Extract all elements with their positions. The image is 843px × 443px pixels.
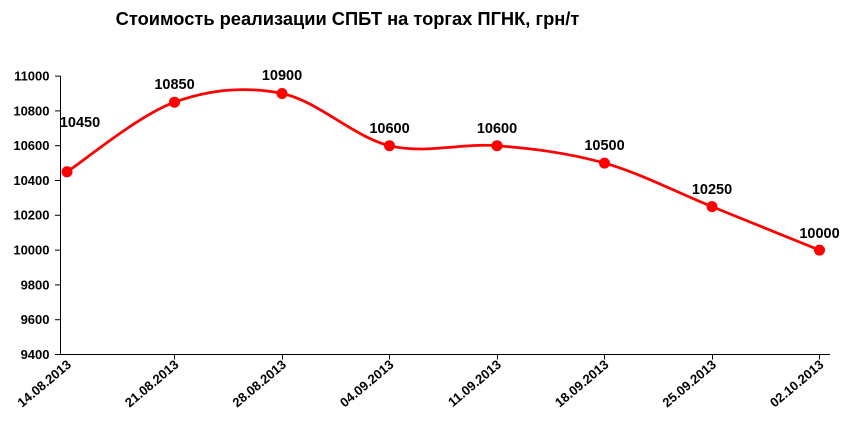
- svg-text:10600: 10600: [477, 121, 517, 137]
- svg-text:10000: 10000: [799, 226, 839, 242]
- svg-text:10600: 10600: [369, 121, 409, 137]
- svg-text:11000: 11000: [14, 69, 49, 84]
- svg-text:9800: 9800: [21, 277, 50, 292]
- svg-text:9600: 9600: [21, 312, 50, 327]
- svg-text:11.09.2013: 11.09.2013: [445, 357, 504, 410]
- svg-text:9400: 9400: [21, 347, 50, 362]
- svg-text:10900: 10900: [262, 68, 302, 84]
- svg-text:02.10.2013: 02.10.2013: [767, 357, 826, 410]
- svg-text:10450: 10450: [60, 115, 100, 131]
- svg-text:25.09.2013: 25.09.2013: [659, 357, 718, 410]
- svg-text:04.09.2013: 04.09.2013: [337, 357, 396, 410]
- svg-text:10800: 10800: [13, 103, 49, 118]
- svg-text:10000: 10000: [13, 243, 49, 258]
- svg-text:10200: 10200: [13, 208, 49, 223]
- svg-text:10600: 10600: [13, 138, 49, 153]
- svg-text:10400: 10400: [13, 173, 49, 188]
- svg-text:18.09.2013: 18.09.2013: [552, 357, 611, 410]
- svg-text:10250: 10250: [692, 182, 732, 198]
- svg-text:10500: 10500: [584, 138, 624, 154]
- svg-text:21.08.2013: 21.08.2013: [122, 357, 181, 410]
- svg-text:10850: 10850: [154, 77, 194, 93]
- svg-text:14.08.2013: 14.08.2013: [14, 357, 73, 410]
- svg-text:28.08.2013: 28.08.2013: [229, 357, 288, 410]
